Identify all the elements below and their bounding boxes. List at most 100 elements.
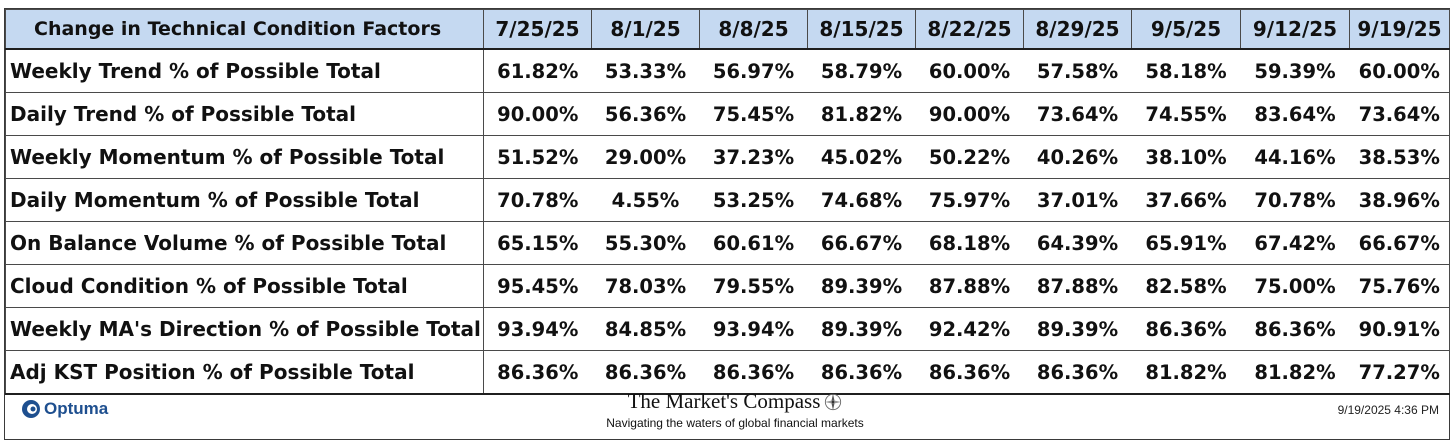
value-cell: 45.02% xyxy=(808,136,916,179)
table-row: Daily Momentum % of Possible Total 70.78%… xyxy=(6,179,1450,222)
value-cell: 74.55% xyxy=(1132,93,1241,136)
compass-rose-icon xyxy=(824,393,842,411)
table-row: Daily Trend % of Possible Total 90.00% 56.… xyxy=(6,93,1450,136)
value-cell: 81.82% xyxy=(808,93,916,136)
compass-title: The Market's Compass xyxy=(628,389,821,414)
value-cell: 4.55% xyxy=(592,179,700,222)
header-row: Change in Technical Condition Factors 7/… xyxy=(6,10,1450,50)
value-cell: 40.26% xyxy=(1024,136,1132,179)
value-cell: 90.00% xyxy=(916,93,1024,136)
value-cell: 87.88% xyxy=(916,265,1024,308)
value-cell: 93.94% xyxy=(700,308,808,351)
value-cell: 61.82% xyxy=(484,49,592,93)
value-cell: 64.39% xyxy=(1024,222,1132,265)
date-header: 9/19/25 xyxy=(1350,10,1450,50)
value-cell: 74.68% xyxy=(808,179,916,222)
value-cell: 79.55% xyxy=(700,265,808,308)
value-cell: 73.64% xyxy=(1350,93,1450,136)
value-cell: 60.00% xyxy=(1350,49,1450,93)
value-cell: 55.30% xyxy=(592,222,700,265)
value-cell: 37.66% xyxy=(1132,179,1241,222)
value-cell: 29.00% xyxy=(592,136,700,179)
value-cell: 73.64% xyxy=(1024,93,1132,136)
value-cell: 70.78% xyxy=(1241,179,1350,222)
timestamp: 9/19/2025 4:36 PM xyxy=(1338,403,1439,417)
value-cell: 44.16% xyxy=(1241,136,1350,179)
value-cell: 37.23% xyxy=(700,136,808,179)
compass-tagline: Navigating the waters of global financia… xyxy=(585,416,885,430)
value-cell: 38.53% xyxy=(1350,136,1450,179)
optuma-label: Optuma xyxy=(44,399,108,419)
date-header: 8/22/25 xyxy=(916,10,1024,50)
table-row: On Balance Volume % of Possible Total 65.… xyxy=(6,222,1450,265)
value-cell: 86.36% xyxy=(1241,308,1350,351)
value-cell: 75.45% xyxy=(700,93,808,136)
value-cell: 57.58% xyxy=(1024,49,1132,93)
value-cell: 68.18% xyxy=(916,222,1024,265)
value-cell: 87.88% xyxy=(1024,265,1132,308)
report-frame: Change in Technical Condition Factors 7/… xyxy=(4,8,1450,440)
date-header: 9/12/25 xyxy=(1241,10,1350,50)
table-row: Weekly Momentum % of Possible Total 51.52… xyxy=(6,136,1450,179)
value-cell: 50.22% xyxy=(916,136,1024,179)
value-cell: 65.15% xyxy=(484,222,592,265)
table-row: Weekly MA's Direction % of Possible Tota… xyxy=(6,308,1450,351)
date-header: 8/15/25 xyxy=(808,10,916,50)
table-title: Change in Technical Condition Factors xyxy=(6,10,484,50)
value-cell: 75.97% xyxy=(916,179,1024,222)
value-cell: 75.76% xyxy=(1350,265,1450,308)
value-cell: 38.96% xyxy=(1350,179,1450,222)
row-label: Cloud Condition % of Possible Total xyxy=(6,265,484,308)
date-header: 9/5/25 xyxy=(1132,10,1241,50)
value-cell: 82.58% xyxy=(1132,265,1241,308)
value-cell: 67.42% xyxy=(1241,222,1350,265)
row-label: Weekly MA's Direction % of Possible Tota… xyxy=(6,308,484,351)
table-row: Weekly Trend % of Possible Total 61.82% 53… xyxy=(6,49,1450,93)
value-cell: 89.39% xyxy=(808,308,916,351)
optuma-brand: Optuma xyxy=(21,399,108,419)
value-cell: 38.10% xyxy=(1132,136,1241,179)
value-cell: 66.67% xyxy=(1350,222,1450,265)
value-cell: 92.42% xyxy=(916,308,1024,351)
value-cell: 70.78% xyxy=(484,179,592,222)
value-cell: 56.97% xyxy=(700,49,808,93)
value-cell: 83.64% xyxy=(1241,93,1350,136)
row-label: Daily Trend % of Possible Total xyxy=(6,93,484,136)
value-cell: 86.36% xyxy=(1132,308,1241,351)
value-cell: 51.52% xyxy=(484,136,592,179)
value-cell: 89.39% xyxy=(1024,308,1132,351)
optuma-logo-icon xyxy=(21,399,41,419)
value-cell: 95.45% xyxy=(484,265,592,308)
row-label: Daily Momentum % of Possible Total xyxy=(6,179,484,222)
date-header: 8/8/25 xyxy=(700,10,808,50)
value-cell: 66.67% xyxy=(808,222,916,265)
value-cell: 90.91% xyxy=(1350,308,1450,351)
table-body: Weekly Trend % of Possible Total 61.82% 53… xyxy=(6,49,1450,394)
value-cell: 75.00% xyxy=(1241,265,1350,308)
technical-condition-table: Change in Technical Condition Factors 7/… xyxy=(5,9,1450,395)
market-compass-brand: The Market's Compass Navigating the wate… xyxy=(585,389,885,430)
row-label: On Balance Volume % of Possible Total xyxy=(6,222,484,265)
date-header: 8/29/25 xyxy=(1024,10,1132,50)
value-cell: 93.94% xyxy=(484,308,592,351)
value-cell: 37.01% xyxy=(1024,179,1132,222)
value-cell: 53.33% xyxy=(592,49,700,93)
date-header: 7/25/25 xyxy=(484,10,592,50)
row-label: Weekly Momentum % of Possible Total xyxy=(6,136,484,179)
value-cell: 78.03% xyxy=(592,265,700,308)
value-cell: 60.00% xyxy=(916,49,1024,93)
table-row: Cloud Condition % of Possible Total 95.45… xyxy=(6,265,1450,308)
footer: Optuma The Market's Compass Navigating t… xyxy=(5,385,1449,439)
value-cell: 59.39% xyxy=(1241,49,1350,93)
value-cell: 90.00% xyxy=(484,93,592,136)
value-cell: 89.39% xyxy=(808,265,916,308)
value-cell: 58.18% xyxy=(1132,49,1241,93)
date-header: 8/1/25 xyxy=(592,10,700,50)
value-cell: 58.79% xyxy=(808,49,916,93)
value-cell: 56.36% xyxy=(592,93,700,136)
row-label: Weekly Trend % of Possible Total xyxy=(6,49,484,93)
value-cell: 53.25% xyxy=(700,179,808,222)
value-cell: 84.85% xyxy=(592,308,700,351)
value-cell: 60.61% xyxy=(700,222,808,265)
value-cell: 65.91% xyxy=(1132,222,1241,265)
